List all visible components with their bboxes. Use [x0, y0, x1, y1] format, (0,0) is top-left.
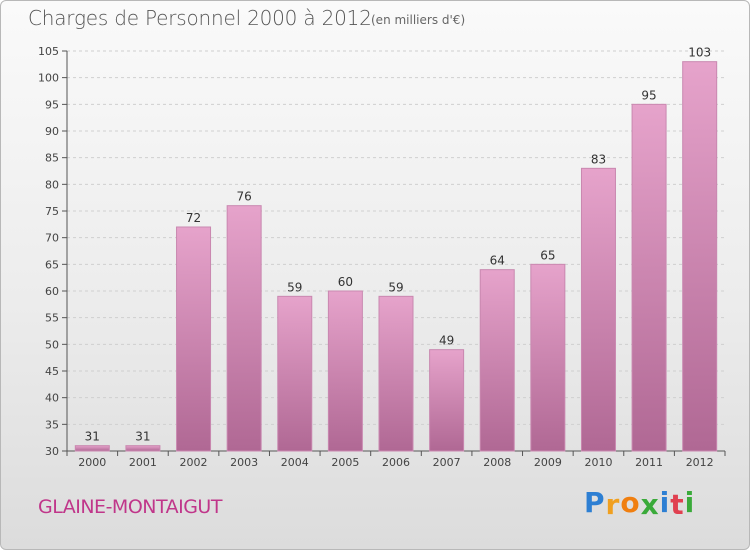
- logo-letter: P: [584, 486, 606, 519]
- x-tick-label: 2009: [534, 456, 562, 469]
- y-tick-label: 60: [45, 285, 59, 298]
- x-tick-label: 2002: [180, 456, 208, 469]
- chart-subtitle: (en milliers d'€): [371, 13, 466, 27]
- bar-2001: [125, 445, 161, 452]
- data-label: 72: [186, 211, 201, 225]
- x-tick-label: 2004: [281, 456, 309, 469]
- y-tick-label: 75: [45, 205, 59, 218]
- y-tick-label: 50: [45, 338, 59, 351]
- y-tick-label: 105: [38, 45, 59, 58]
- data-label: 103: [688, 46, 711, 60]
- y-tick-label: 40: [45, 392, 59, 405]
- bar-2005: [327, 290, 363, 452]
- data-label: 76: [237, 190, 252, 204]
- bar-2008: [479, 269, 515, 452]
- logo-letter: t: [670, 488, 685, 521]
- x-tick-label: 2007: [433, 456, 461, 469]
- data-label: 31: [85, 430, 100, 444]
- data-label: 60: [338, 275, 353, 289]
- y-tick-label: 35: [45, 418, 59, 431]
- data-label: 59: [388, 280, 403, 294]
- bar-2004: [277, 295, 313, 452]
- y-tick-label: 80: [45, 178, 59, 191]
- logo-letter: o: [620, 486, 641, 519]
- x-tick-label: 2012: [686, 456, 714, 469]
- bar-2011: [631, 103, 667, 452]
- y-tick-label: 70: [45, 232, 59, 245]
- data-label: 49: [439, 334, 454, 348]
- data-label: 83: [591, 152, 606, 166]
- bar-2012: [682, 61, 718, 452]
- bar-2003: [226, 205, 262, 452]
- logo-letter: i: [659, 486, 671, 519]
- data-label: 59: [287, 280, 302, 294]
- bar-2006: [378, 295, 414, 452]
- x-tick-label: 2010: [584, 456, 612, 469]
- logo-letter: r: [605, 488, 621, 521]
- bar-2010: [580, 167, 616, 452]
- x-tick-label: 2005: [331, 456, 359, 469]
- y-tick-label: 85: [45, 152, 59, 165]
- logo-letter: i: [684, 486, 696, 519]
- x-tick-label: 2006: [382, 456, 410, 469]
- commune-name: GLAINE-MONTAIGUT: [38, 496, 222, 518]
- logo-letter: x: [640, 488, 660, 521]
- data-label: 65: [540, 248, 555, 262]
- bar-2007: [429, 349, 465, 452]
- y-tick-label: 100: [38, 72, 59, 85]
- data-label: 64: [490, 254, 505, 268]
- data-label: 95: [641, 88, 656, 102]
- y-tick-label: 55: [45, 312, 59, 325]
- x-tick-label: 2011: [635, 456, 663, 469]
- y-tick-label: 30: [45, 445, 59, 458]
- bar-2002: [176, 226, 212, 452]
- y-tick-label: 65: [45, 258, 59, 271]
- y-tick-label: 45: [45, 365, 59, 378]
- x-tick-label: 2001: [129, 456, 157, 469]
- y-tick-label: 90: [45, 125, 59, 138]
- data-label: 31: [135, 430, 150, 444]
- bar-2000: [74, 445, 110, 452]
- chart-title: Charges de Personnel 2000 à 2012: [28, 6, 372, 30]
- x-tick-label: 2003: [230, 456, 258, 469]
- proxiti-logo: Proxiti: [584, 486, 696, 521]
- x-tick-label: 2000: [78, 456, 106, 469]
- x-tick-label: 2008: [483, 456, 511, 469]
- y-tick-label: 95: [45, 98, 59, 111]
- bar-2009: [530, 263, 566, 452]
